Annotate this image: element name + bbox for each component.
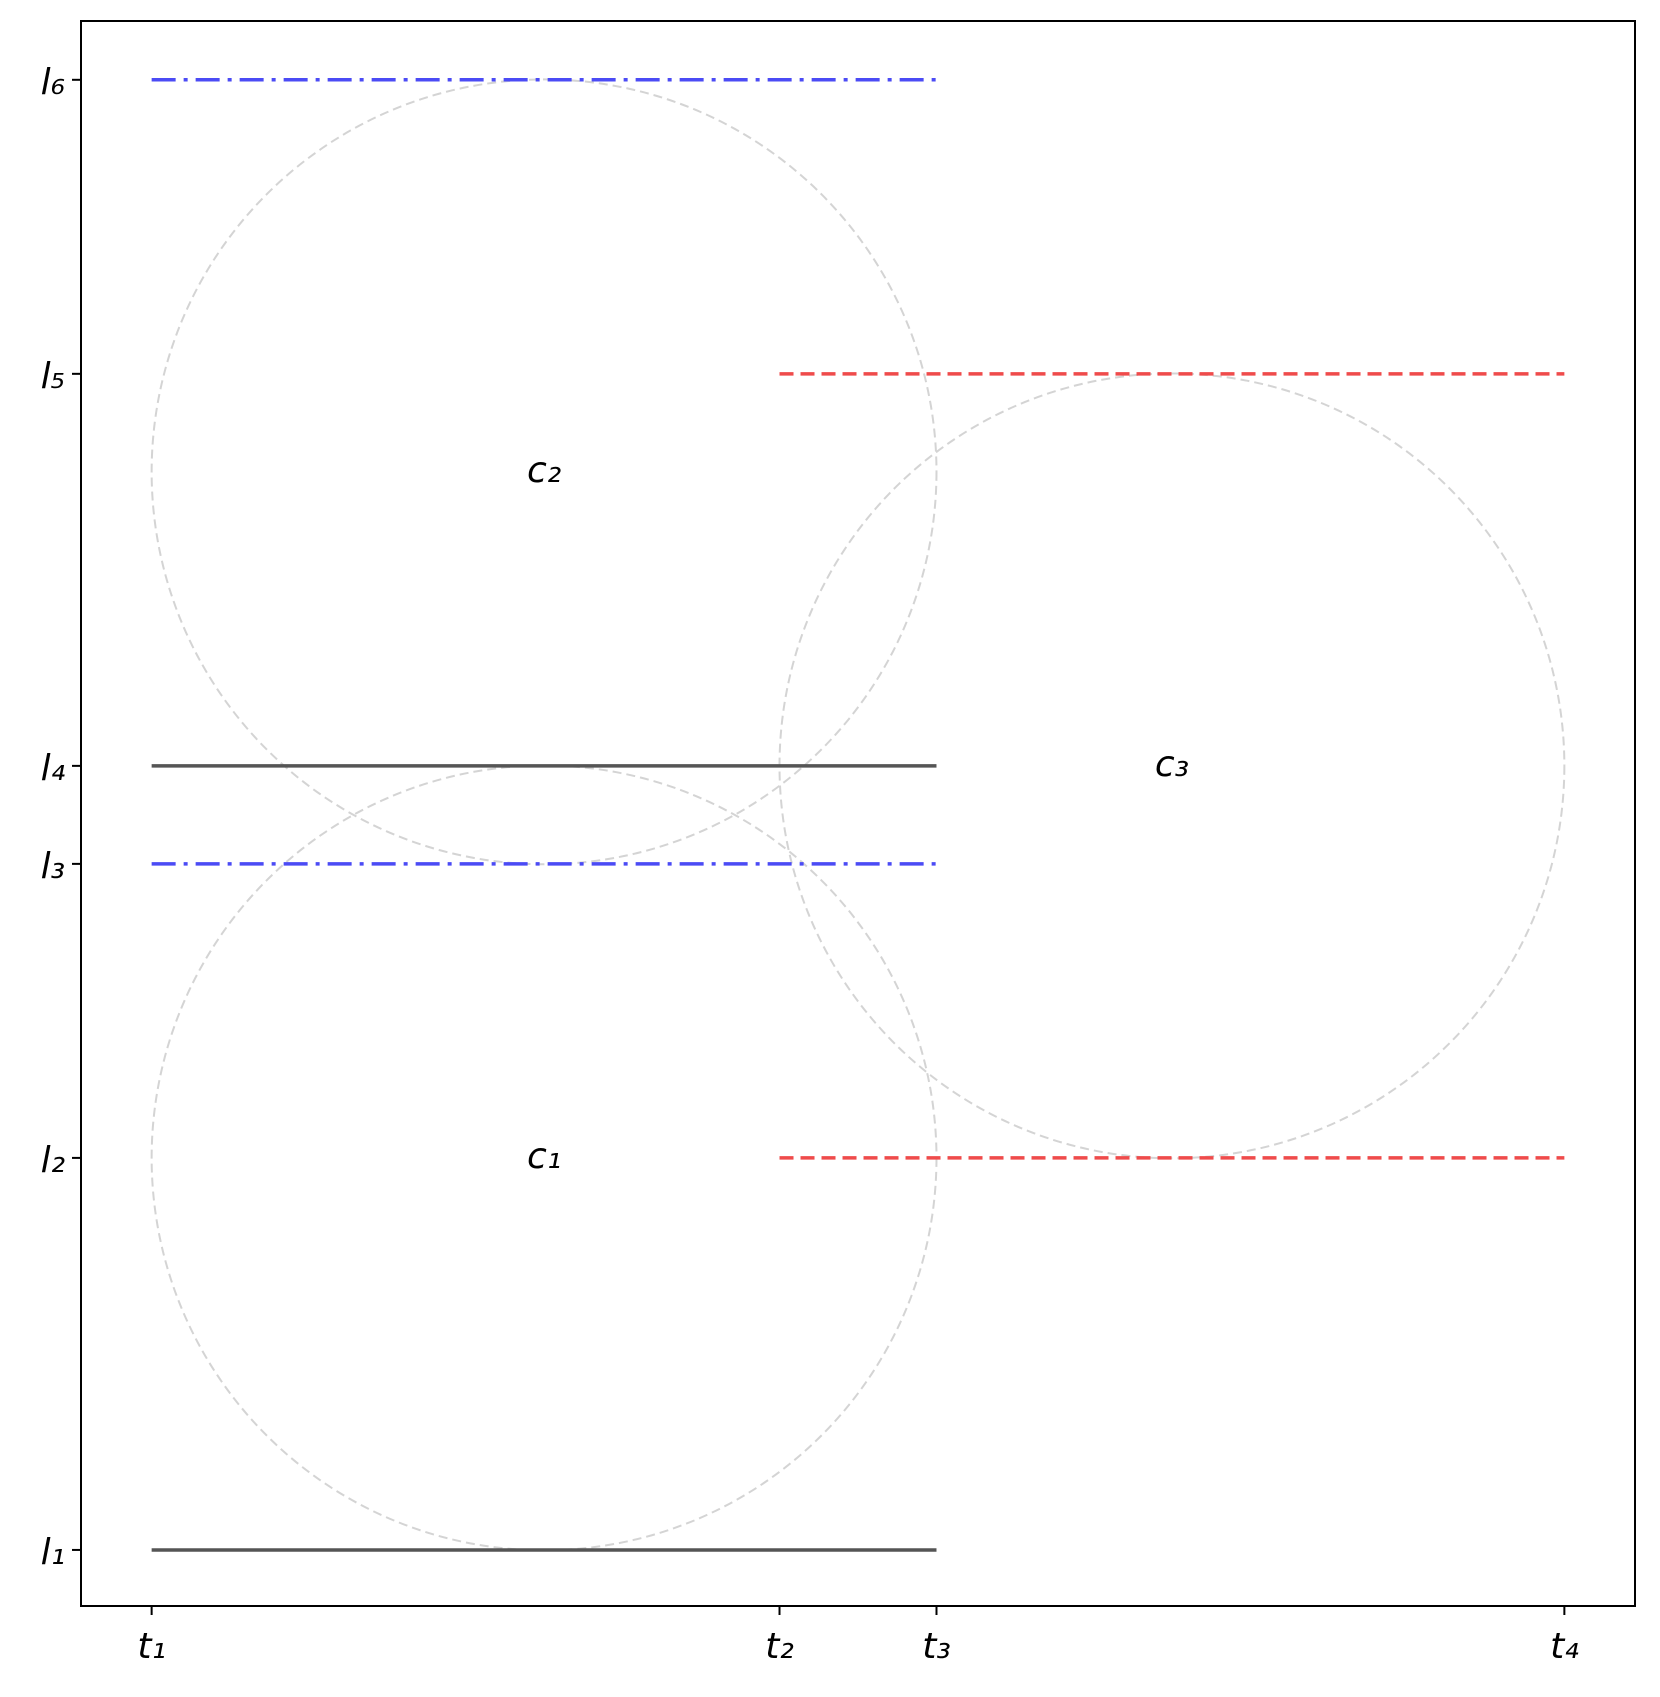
x-tick-label: t₃ [922, 1626, 951, 1667]
y-tick-label: l₂ [41, 1140, 65, 1181]
x-tick-label: t₂ [765, 1626, 794, 1667]
y-tick-label: l₄ [41, 748, 66, 789]
circle-label: c₁ [527, 1136, 561, 1177]
y-tick-label: l₆ [41, 62, 65, 103]
plot-frame [80, 20, 1636, 1607]
x-tick-label: t₄ [1550, 1626, 1579, 1667]
y-tick-label: l₁ [41, 1532, 65, 1573]
y-tick-label: l₅ [41, 356, 65, 397]
circle-label: c₂ [527, 450, 561, 491]
circle-label: c₃ [1155, 744, 1189, 785]
y-tick-label: l₃ [41, 846, 65, 887]
x-tick-label: t₁ [137, 1626, 166, 1667]
circle [150, 78, 938, 866]
